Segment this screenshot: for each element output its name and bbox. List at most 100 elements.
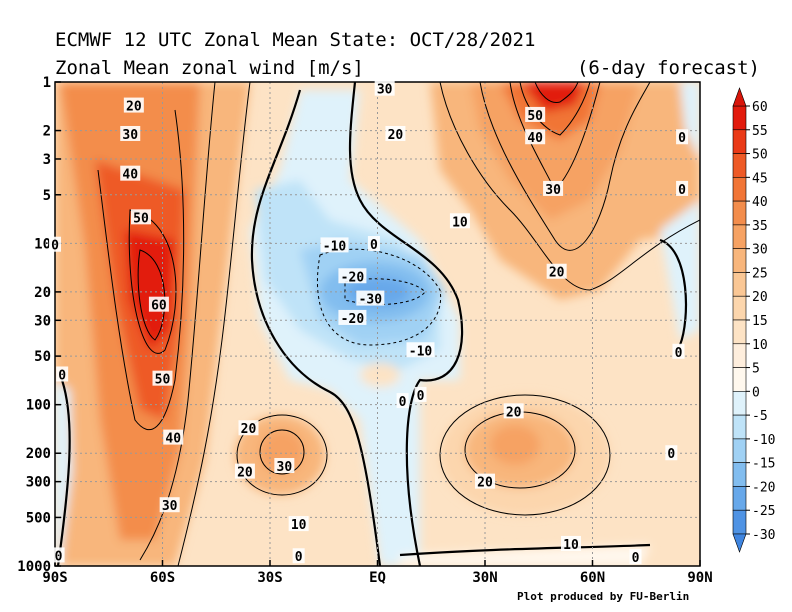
y-tick-label: 2 <box>43 124 51 140</box>
colorbar-tick-label: 10 <box>752 338 768 353</box>
contour-label: 50 <box>527 109 543 124</box>
contour-label-bg <box>52 547 65 563</box>
field-north-polar-easterly <box>660 200 700 340</box>
contour-line-south-40 <box>97 109 185 431</box>
contour-line-north-20 <box>479 82 651 251</box>
contour-label: 0 <box>370 238 378 253</box>
contour-label: 0 <box>678 183 686 198</box>
contour-line-north-50 <box>534 82 579 104</box>
contour-label-bg <box>274 458 295 474</box>
colorbar-bin <box>732 367 747 392</box>
colorbar-tick-label: 20 <box>752 290 768 305</box>
contour-label: 20 <box>388 128 404 143</box>
contour-label-bg <box>385 125 406 141</box>
contour-label-bg <box>414 386 427 402</box>
contour-label-bg <box>120 125 141 141</box>
x-tick-label: 60N <box>580 570 605 586</box>
colorbar-tick-label: -10 <box>752 433 775 448</box>
contour-label: 20 <box>506 405 522 420</box>
forecast-note: (6-day forecast) <box>577 57 760 79</box>
colorbar-tick-label: 55 <box>752 124 768 139</box>
y-tick-label: 20 <box>34 285 51 301</box>
contour-label: 0 <box>295 550 303 565</box>
colorbar-tick-label: 5 <box>752 362 760 377</box>
colorbar-tick-label: 45 <box>752 171 768 186</box>
colorbar-tick-label: 35 <box>752 219 768 234</box>
contour-line-south-30 <box>139 82 216 561</box>
x-tick-label: EQ <box>369 570 386 586</box>
colorbar-bin <box>732 272 747 297</box>
colorbar-bin <box>732 200 747 226</box>
contour-line-south-20 <box>177 82 251 566</box>
contour-line-north-10 <box>439 82 700 291</box>
x-tick-label: 90S <box>42 570 67 586</box>
field-surface-tropics <box>400 545 650 566</box>
field-north-trop-jet-core <box>490 425 540 465</box>
contour-label-bg <box>561 535 581 551</box>
colorbar-bin <box>732 414 747 440</box>
contour-label-bg <box>676 180 689 196</box>
contour-label: 10 <box>291 518 307 533</box>
field-north-polar-easterly-top <box>680 82 700 160</box>
contour-label: 40 <box>165 432 181 447</box>
contour-line-zero-surface <box>399 543 651 557</box>
contour-label-bg <box>406 342 435 358</box>
contour-label-bg <box>367 236 380 252</box>
contour-label-bg <box>672 343 685 359</box>
contour-label: 30 <box>277 460 293 475</box>
contour-label-bg <box>503 403 524 419</box>
contour-label-bg <box>543 180 564 196</box>
colorbar-bin <box>732 319 747 345</box>
colorbar-bin <box>732 224 747 249</box>
contour-label-bg <box>338 309 367 325</box>
colorbar-bin <box>732 177 747 202</box>
contour-label: -20 <box>341 270 365 285</box>
colorbar-min-arrow <box>732 533 747 553</box>
colorbar-tick-label: 25 <box>752 266 768 281</box>
contour-label-bg <box>374 80 395 96</box>
contour-label-bg <box>475 473 495 489</box>
contour-line-south-60 <box>137 249 166 341</box>
contour-label: -10 <box>409 344 433 359</box>
grid-lines <box>55 82 700 566</box>
contour-label-bg <box>356 290 385 306</box>
contour-label: 30 <box>377 83 393 98</box>
contour-label-bg <box>159 497 180 513</box>
colorbar-bin <box>732 153 747 178</box>
y-tick-label: 200 <box>26 446 51 462</box>
colorbar-tick-label: 30 <box>752 243 768 258</box>
contour-label-bg <box>525 129 546 145</box>
colorbar-bin <box>732 486 747 511</box>
colorbar-tick-label: 40 <box>752 195 768 210</box>
colorbar-tick-label: 60 <box>752 100 768 115</box>
contour-label: 0 <box>58 368 66 383</box>
colorbar-tick-label: -30 <box>752 528 775 543</box>
contour-label: 30 <box>545 183 561 198</box>
contour-label: 30 <box>122 128 138 143</box>
contour-line-south-trop-30 <box>259 429 305 475</box>
contour-label: 0 <box>632 551 640 566</box>
contour-line-south-trop-20 <box>236 414 328 496</box>
colorbar-max-arrow <box>732 87 747 107</box>
contour-label: 30 <box>162 499 178 514</box>
chart-title: ECMWF 12 UTC Zonal Mean State: OCT/28/20… <box>55 29 535 51</box>
contour-label-bg <box>152 370 173 386</box>
contour-label: 20 <box>477 476 493 491</box>
contour-label: 0 <box>667 447 675 462</box>
y-tick-label: 1000 <box>17 559 51 575</box>
x-tick-label: 30S <box>257 570 282 586</box>
colorbar-bin <box>732 391 747 416</box>
contour-line-zero-tropics <box>348 82 464 566</box>
contour-label-bg <box>49 236 61 252</box>
field-south-polar-easterly <box>55 380 72 566</box>
contour-label: 0 <box>417 389 425 404</box>
y-tick-label: 300 <box>26 475 51 491</box>
contour-label-bg <box>120 165 141 181</box>
contour-label: -30 <box>359 293 383 308</box>
contour-label-bg <box>288 516 309 532</box>
y-tick-label: 500 <box>26 510 51 526</box>
y-tick-label: 10 <box>34 236 51 252</box>
contour-label-bg <box>131 209 151 225</box>
contour-label: 0 <box>678 131 686 146</box>
